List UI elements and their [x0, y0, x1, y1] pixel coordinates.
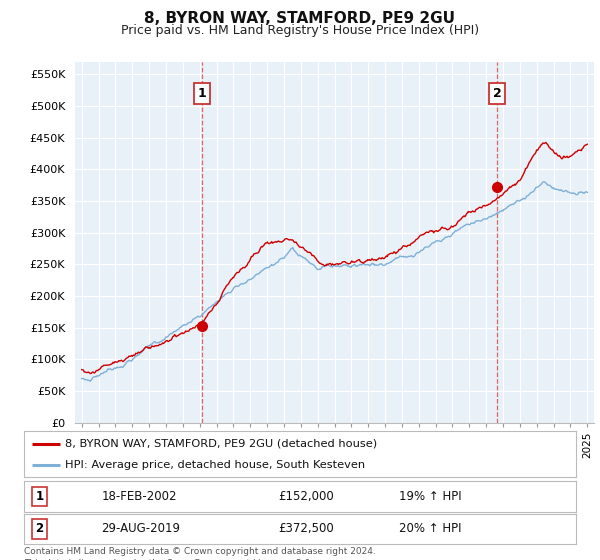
Text: Contains HM Land Registry data © Crown copyright and database right 2024.
This d: Contains HM Land Registry data © Crown c…: [24, 547, 376, 560]
Text: 29-AUG-2019: 29-AUG-2019: [101, 522, 180, 535]
Text: 2: 2: [35, 522, 44, 535]
Text: 18-FEB-2002: 18-FEB-2002: [101, 490, 177, 503]
Text: 1: 1: [35, 490, 44, 503]
Text: £152,000: £152,000: [278, 490, 334, 503]
Text: HPI: Average price, detached house, South Kesteven: HPI: Average price, detached house, Sout…: [65, 460, 365, 470]
Text: 8, BYRON WAY, STAMFORD, PE9 2GU (detached house): 8, BYRON WAY, STAMFORD, PE9 2GU (detache…: [65, 438, 377, 449]
Text: Price paid vs. HM Land Registry's House Price Index (HPI): Price paid vs. HM Land Registry's House …: [121, 24, 479, 36]
Text: 2: 2: [493, 87, 502, 100]
Text: £372,500: £372,500: [278, 522, 334, 535]
Text: 20% ↑ HPI: 20% ↑ HPI: [400, 522, 462, 535]
Text: 19% ↑ HPI: 19% ↑ HPI: [400, 490, 462, 503]
Text: 1: 1: [197, 87, 206, 100]
Text: 8, BYRON WAY, STAMFORD, PE9 2GU: 8, BYRON WAY, STAMFORD, PE9 2GU: [145, 11, 455, 26]
